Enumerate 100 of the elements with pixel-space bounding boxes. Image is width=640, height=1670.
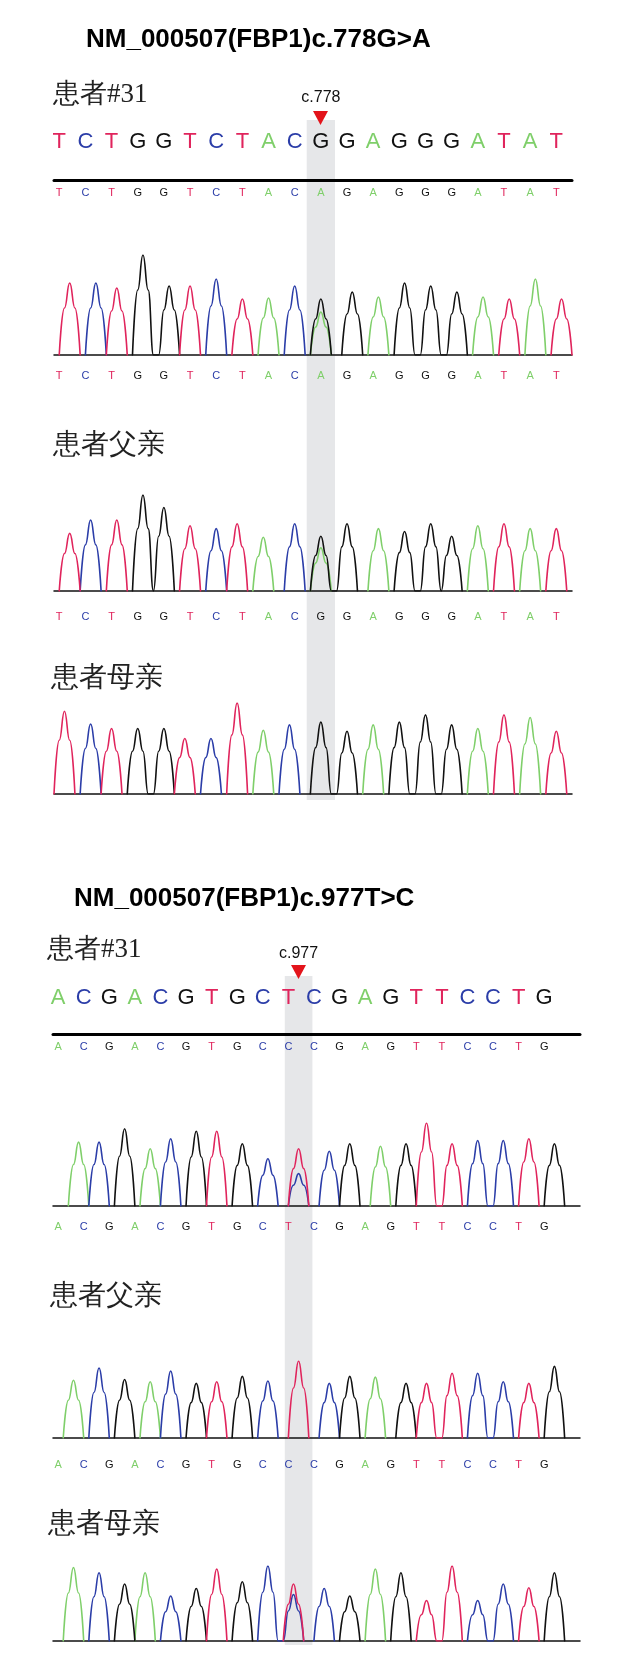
x-tick-label: C — [258, 1458, 267, 1470]
x-tick-label: A — [474, 186, 483, 198]
x-tick-label: T — [108, 610, 116, 622]
x-tick-label: A — [361, 1220, 370, 1232]
x-tick-label: G — [539, 1220, 549, 1232]
x-tick-label: G — [232, 1220, 242, 1232]
x-tick-label: A — [317, 369, 326, 381]
x-tick-label: G — [133, 186, 142, 198]
x-tick-label: C — [309, 1040, 318, 1052]
x-tick-label: C — [284, 1040, 293, 1052]
x-tick-label: A — [54, 1220, 63, 1232]
x-tick-label: C — [81, 186, 90, 198]
x-tick-label: G — [539, 1458, 549, 1470]
x-tick-label: A — [54, 1040, 63, 1052]
x-tick-label: C — [79, 1220, 88, 1232]
x-tick-label: T — [208, 1458, 216, 1470]
x-tick-label: G — [447, 610, 456, 622]
x-tick-label: C — [81, 610, 90, 622]
x-tick-label: T — [284, 1220, 292, 1232]
x-tick-label: T — [108, 186, 116, 198]
x-tick-label: T — [239, 186, 246, 198]
x-tick-label: T — [108, 369, 116, 381]
x-tick-label: G — [133, 369, 142, 381]
x-tick-label: T — [515, 1458, 523, 1470]
chart-subtitle: 患者#31 — [52, 77, 148, 108]
x-tick-label: A — [369, 610, 378, 622]
chart-title: NM_000507(FBP1)c.778G>A — [86, 23, 431, 53]
x-tick-label: G — [159, 369, 169, 381]
text: T C T G G T C T A C G G A G G G A T A T — [52, 127, 564, 153]
x-tick-label: T — [239, 369, 246, 381]
x-tick-label: A — [526, 186, 535, 198]
x-tick-label: C — [290, 369, 299, 381]
x-tick-label: C — [156, 1220, 165, 1232]
x-tick-label: T — [552, 369, 560, 381]
x-tick-label: G — [105, 1040, 114, 1052]
chart-title: NM_000507(FBP1)c.977T>C — [74, 882, 415, 912]
chart-subtitle: 患者#31 — [46, 932, 142, 963]
x-tick-label: A — [264, 610, 273, 622]
x-tick-label: T — [208, 1040, 216, 1052]
x-tick-label: T — [186, 369, 194, 381]
x-tick-label: C — [463, 1040, 472, 1052]
x-tick-label: A — [317, 186, 326, 198]
x-tick-label: C — [463, 1220, 472, 1232]
x-tick-label: C — [309, 1220, 318, 1232]
x-tick-label: T — [438, 1220, 446, 1232]
x-tick-label: T — [515, 1040, 523, 1052]
x-tick-label: C — [290, 186, 299, 198]
x-tick-label: A — [131, 1040, 140, 1052]
x-tick-label: T — [55, 610, 63, 622]
x-tick-label: G — [447, 186, 456, 198]
x-tick-label: G — [335, 1040, 344, 1052]
x-tick-label: C — [79, 1040, 88, 1052]
x-tick-label: G — [133, 610, 142, 622]
x-tick-label: G — [105, 1458, 114, 1470]
x-tick-label: G — [342, 186, 352, 198]
x-tick-label: C — [489, 1040, 498, 1052]
x-tick-label: T — [552, 610, 560, 622]
x-tick-label: G — [386, 1220, 395, 1232]
x-tick-label: G — [335, 1220, 344, 1232]
x-tick-label: T — [412, 1220, 420, 1232]
x-tick-label: T — [208, 1220, 216, 1232]
x-tick-label: C — [156, 1040, 165, 1052]
x-tick-label: C — [212, 610, 221, 622]
x-tick-label: A — [369, 369, 378, 381]
x-tick-label: G — [181, 1040, 191, 1052]
x-tick-label: A — [131, 1458, 140, 1470]
x-tick-label: C — [156, 1458, 165, 1470]
x-tick-label: G — [395, 610, 404, 622]
x-tick-label: G — [232, 1458, 242, 1470]
x-tick-label: T — [515, 1220, 523, 1232]
x-tick-label: T — [552, 186, 560, 198]
x-tick-label: A — [361, 1458, 370, 1470]
x-tick-label: G — [181, 1220, 191, 1232]
x-tick-label: T — [412, 1040, 420, 1052]
chart-title: 患者母亲 — [50, 660, 163, 692]
x-tick-label: T — [55, 369, 63, 381]
x-tick-label: G — [539, 1040, 549, 1052]
chart-title: 患者父亲 — [52, 427, 165, 459]
x-tick-label: C — [284, 1458, 293, 1470]
x-tick-label: G — [421, 186, 430, 198]
x-tick-label: G — [335, 1458, 344, 1470]
x-tick-label: T — [186, 186, 194, 198]
x-tick-label: A — [264, 186, 273, 198]
x-tick-label: A — [474, 610, 483, 622]
chart-title: 患者父亲 — [49, 1278, 162, 1310]
x-tick-label: T — [500, 610, 508, 622]
x-tick-label: A — [264, 369, 273, 381]
x-tick-label: T — [186, 610, 194, 622]
x-tick-label: G — [447, 369, 456, 381]
x-tick-label: G — [395, 186, 404, 198]
x-tick-label: C — [212, 186, 221, 198]
x-tick-label: G — [342, 369, 352, 381]
x-tick-label: T — [438, 1458, 446, 1470]
x-tick-label: A — [369, 186, 378, 198]
x-tick-label: C — [463, 1458, 472, 1470]
x-tick-label: C — [79, 1458, 88, 1470]
x-tick-label: G — [386, 1040, 395, 1052]
x-tick-label: G — [395, 369, 404, 381]
x-tick-label: G — [232, 1040, 242, 1052]
x-tick-label: A — [131, 1220, 140, 1232]
